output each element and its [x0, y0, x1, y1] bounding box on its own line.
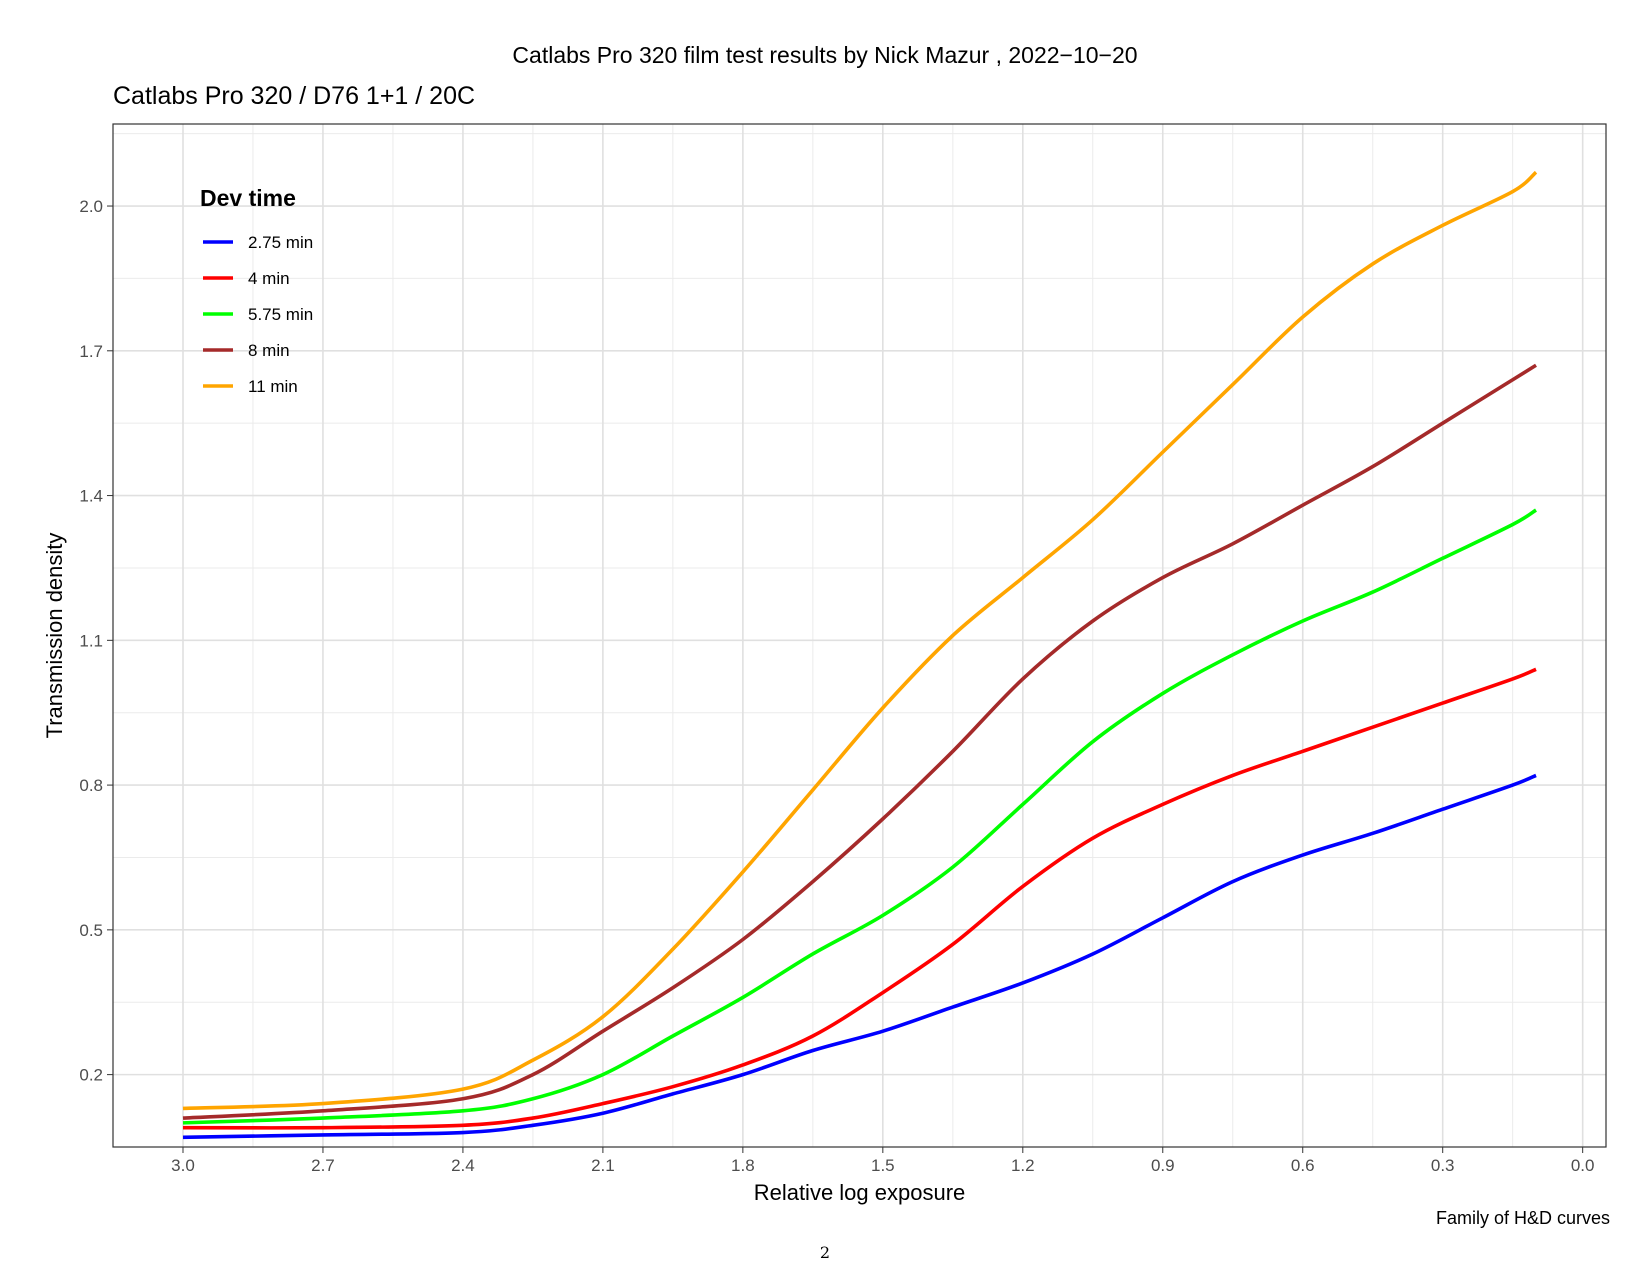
x-tick-label: 0.6: [1291, 1156, 1315, 1175]
x-tick-label: 1.5: [871, 1156, 895, 1175]
x-tick-label: 0.3: [1431, 1156, 1455, 1175]
x-tick-label: 0.0: [1571, 1156, 1595, 1175]
x-tick-label: 0.9: [1151, 1156, 1175, 1175]
legend-title: Dev time: [200, 185, 296, 211]
series-line-1: [182, 773, 1537, 1140]
series-line-2: [182, 667, 1537, 1130]
legend-label-3: 5.75 min: [248, 305, 313, 324]
series-line-3: [182, 508, 1538, 1125]
y-tick-label: 0.8: [79, 776, 103, 795]
series-line-4: [182, 363, 1537, 1120]
x-tick-label: 3.0: [171, 1156, 195, 1175]
y-tick-label: 0.2: [79, 1066, 103, 1085]
legend-label-2: 4 min: [248, 269, 290, 288]
legend-label-5: 11 min: [248, 377, 298, 396]
x-axis-title: Relative log exposure: [754, 1180, 966, 1205]
series-line-5: [182, 170, 1538, 1111]
x-tick-label: 1.2: [1011, 1156, 1035, 1175]
plot-panel-border: [112, 123, 1607, 1148]
series-lines: [182, 170, 1538, 1140]
figure-title: Catlabs Pro 320 film test results by Nic…: [512, 42, 1138, 68]
x-tick-label: 1.8: [731, 1156, 755, 1175]
chart-title: Catlabs Pro 320 / D76 1+1 / 20C: [113, 82, 476, 110]
major-gridlines: [113, 124, 1606, 1147]
y-axis: 0.2 0.5 0.8 1.1 1.4 1.7 2.0: [79, 197, 113, 1085]
y-tick-label: 0.5: [79, 921, 103, 940]
x-axis: 3.0 2.7 2.4 2.1 1.8 1.5 1.2 0.9 0.6 0.3 0.0: [171, 1147, 1594, 1175]
x-tick-label: 2.7: [311, 1156, 335, 1175]
x-tick-label: 2.4: [451, 1156, 475, 1175]
y-tick-label: 1.7: [79, 342, 103, 361]
y-axis-title: Transmission density: [42, 533, 67, 739]
y-tick-label: 1.4: [79, 487, 103, 506]
legend-label-4: 8 min: [248, 341, 290, 360]
minor-gridlines: [113, 124, 1606, 1148]
y-tick-label: 2.0: [79, 197, 103, 216]
chart-caption: Family of H&D curves: [1435, 1208, 1610, 1228]
y-tick-label: 1.1: [79, 631, 103, 650]
x-tick-label: 2.1: [591, 1156, 615, 1175]
legend: Dev time 2.75 min 4 min 5.75 min 8 min 11 mi…: [200, 185, 313, 396]
page-number: 2: [819, 1243, 831, 1262]
legend-label-1: 2.75 min: [248, 233, 313, 252]
